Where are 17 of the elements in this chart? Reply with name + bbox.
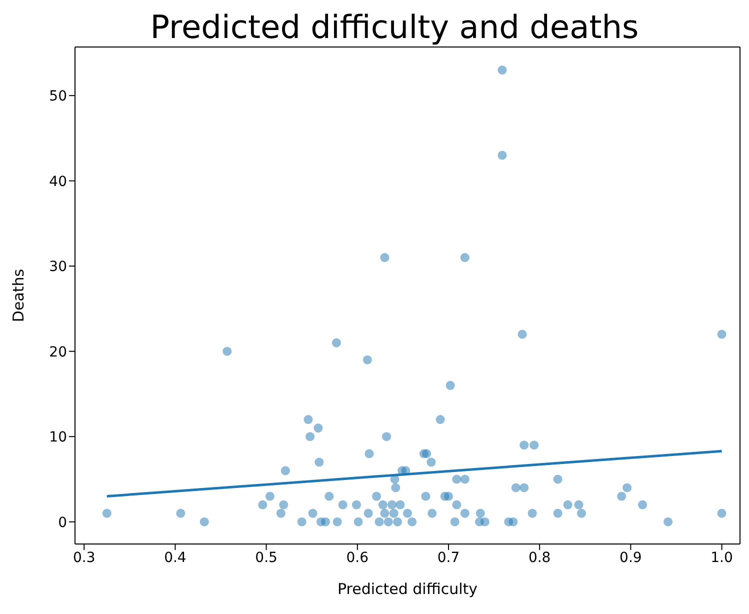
- y-tick-label: 40: [49, 174, 67, 190]
- x-tick-label: 1.0: [710, 550, 733, 566]
- chart-title: Predicted difficulty and deaths: [149, 8, 640, 46]
- y-tick-label: 10: [49, 430, 67, 446]
- y-tick-label: 30: [49, 259, 67, 276]
- y-tick-label: 20: [49, 344, 67, 360]
- x-tick-label: 0.9: [620, 550, 642, 566]
- x-tick-label: 0.8: [528, 550, 551, 566]
- y-tick-label: 50: [49, 88, 67, 105]
- x-tick-label: 0.3: [72, 550, 96, 566]
- x-tick-label: 0.4: [164, 550, 186, 566]
- y-axis-title: Deaths: [9, 268, 28, 322]
- x-tick-label: 0.5: [255, 550, 278, 566]
- x-axis-title: Predicted difficulty: [337, 580, 478, 598]
- y-tick-label: 0: [58, 514, 67, 531]
- x-tick-label: 0.6: [346, 550, 369, 566]
- x-tick-label: 0.7: [437, 550, 460, 566]
